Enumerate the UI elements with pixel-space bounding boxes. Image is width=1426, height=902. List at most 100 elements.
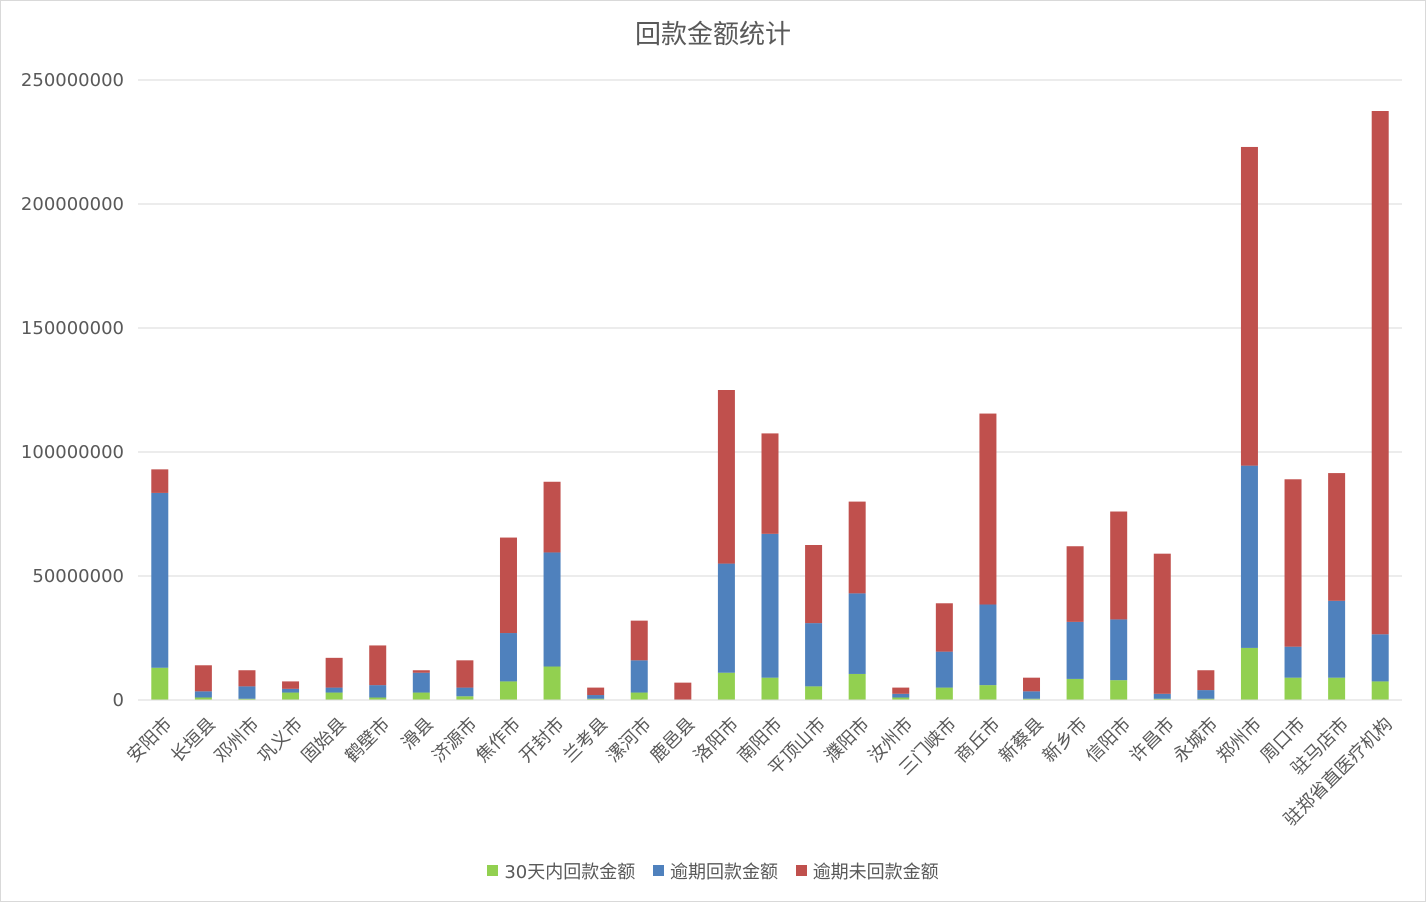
bar-segment-overdue-paid [630,660,648,693]
bar-segment-overdue-paid [935,651,953,688]
bar-segment-overdue-paid [761,533,779,678]
x-tick-label: 洛阳市 [690,714,743,767]
bar-segment-overdue-unpaid [1328,473,1346,601]
x-tick-label: 永城市 [1169,714,1222,767]
legend-swatch-red [795,864,807,876]
x-tick-label: 新乡市 [1039,714,1092,767]
legend-label: 30天内回款金额 [504,862,636,883]
x-tick-label: 兰考县 [559,714,612,767]
bar-segment-overdue-unpaid [1371,111,1389,635]
bar-segment-overdue-paid [412,672,430,693]
bar-segment-overdue-paid [1110,619,1128,681]
bar-segment-overdue-paid [979,604,997,686]
bar-segment-30day [979,685,997,700]
bar-segment-overdue-paid [151,492,169,668]
x-tick-label: 开封市 [516,714,569,767]
bar-segment-overdue-unpaid [1240,146,1258,466]
bar-segment-30day [369,697,387,700]
legend-label: 逾期回款金额 [669,862,778,883]
bar-segment-overdue-paid [456,687,474,697]
bar-segment-30day [1328,677,1346,700]
bar-segment-30day [151,667,169,700]
bar-segment-overdue-unpaid [1153,553,1171,694]
bar-segment-30day [412,692,430,700]
bar-segment-overdue-paid [1284,646,1302,678]
y-tick-label: 250000000 [21,70,124,91]
legend-item-overdue-paid: 逾期回款金额 [652,858,778,884]
bar-segment-overdue-paid [499,633,517,682]
bar-segment-30day [1153,698,1171,700]
bar-segment-overdue-paid [805,623,823,687]
bar-segment-30day [238,698,256,700]
x-tick-label: 漯河市 [603,714,656,767]
bar-segment-30day [935,687,953,700]
bar-segment-30day [325,692,343,700]
x-tick-label: 商丘市 [951,714,1004,767]
bar-segment-overdue-unpaid [805,545,823,624]
bar-segment-30day [456,696,474,700]
bar-segment-overdue-paid [1153,693,1171,699]
x-tick-label: 新蔡县 [995,714,1048,767]
bar-segment-overdue-paid [1023,691,1041,699]
bar-segment-30day [499,681,517,700]
x-tick-label: 济源市 [428,714,481,767]
bar-segment-overdue-unpaid [543,481,561,553]
x-tick-label: 郑州市 [1213,714,1266,767]
bar-segment-overdue-unpaid [630,620,648,661]
bar-segment-30day [1110,680,1128,700]
bar-segment-overdue-paid [892,693,910,698]
bar-segment-30day [1197,698,1215,700]
x-tick-label: 信阳市 [1082,714,1135,767]
bar-segment-overdue-paid [543,552,561,667]
bar-segment-overdue-unpaid [979,413,997,605]
legend-swatch-green [487,864,499,876]
bar-segment-30day [1240,647,1258,700]
x-tick-label: 安阳市 [123,714,176,767]
bar-segment-30day [1066,678,1084,700]
y-axis-tick-labels: 0 50000000 100000000 150000000 200000000 2500… [21,70,124,711]
bar-segment-30day [282,692,300,700]
legend-swatch-blue [652,864,664,876]
bar-segment-overdue-paid [1328,600,1346,678]
y-tick-label: 0 [113,690,124,711]
bar-segment-overdue-unpaid [456,660,474,688]
bar-segment-overdue-paid [587,695,605,699]
x-tick-label: 鹿邑县 [646,714,699,767]
bar-segment-overdue-paid [1197,690,1215,699]
bar-segment-overdue-unpaid [717,390,735,564]
bar-segment-overdue-paid [238,686,256,699]
bar-segment-overdue-paid [717,563,735,673]
bar-segment-overdue-unpaid [325,657,343,688]
x-tick-label: 许昌市 [1126,714,1179,767]
y-tick-label: 100000000 [21,442,124,463]
bar-segment-overdue-unpaid [499,537,517,634]
bar-segment-30day [761,677,779,700]
bar-segment-overdue-paid [369,685,387,698]
bar-segment-30day [194,697,212,700]
bar-segment-overdue-paid [1371,634,1389,682]
bar-segment-30day [630,692,648,700]
bar-segment-30day [717,672,735,700]
x-tick-label: 焦作市 [472,714,525,767]
bar-segment-overdue-unpaid [1284,479,1302,647]
bar-segment-overdue-unpaid [1066,546,1084,622]
bar-segment-overdue-unpaid [587,687,605,696]
bar-segment-overdue-unpaid [674,682,692,700]
bar-segment-30day [543,666,561,700]
bar-segment-30day [1023,698,1041,700]
bar-segment-overdue-unpaid [935,603,953,652]
bar-segment-overdue-unpaid [238,670,256,687]
bar-segment-30day [1371,681,1389,700]
legend-label: 逾期未回款金额 [812,862,939,883]
bar-segment-overdue-paid [194,691,212,698]
y-tick-label: 50000000 [32,566,124,587]
y-tick-label: 200000000 [21,194,124,215]
bar-segment-overdue-unpaid [412,670,430,673]
bar-segment-30day [587,698,605,700]
y-tick-label: 150000000 [21,318,124,339]
bar-segment-overdue-paid [325,687,343,693]
legend: 30天内回款金额 逾期回款金额 逾期未回款金额 [0,858,1426,884]
x-tick-label: 固始县 [298,714,351,767]
